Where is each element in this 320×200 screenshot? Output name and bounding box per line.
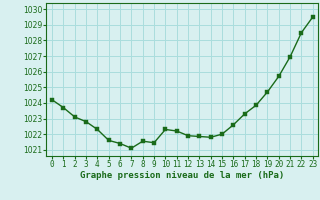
X-axis label: Graphe pression niveau de la mer (hPa): Graphe pression niveau de la mer (hPa) bbox=[80, 171, 284, 180]
